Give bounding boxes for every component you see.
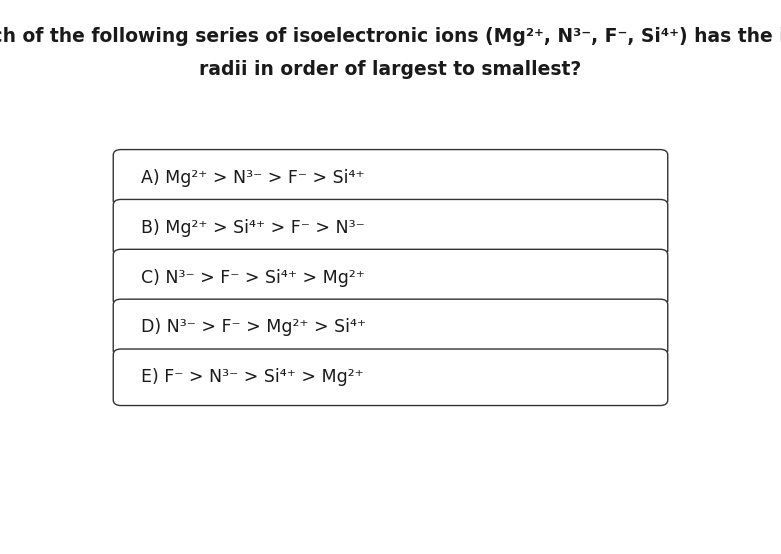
FancyBboxPatch shape — [113, 150, 668, 206]
Text: Which of the following series of isoelectronic ions (Mg²⁺, N³⁻, F⁻, Si⁴⁺) has th: Which of the following series of isoelec… — [0, 27, 781, 45]
FancyBboxPatch shape — [113, 199, 668, 256]
Text: B) Mg²⁺ > Si⁴⁺ > F⁻ > N³⁻: B) Mg²⁺ > Si⁴⁺ > F⁻ > N³⁻ — [141, 219, 364, 237]
Text: D) N³⁻ > F⁻ > Mg²⁺ > Si⁴⁺: D) N³⁻ > F⁻ > Mg²⁺ > Si⁴⁺ — [141, 319, 366, 336]
FancyBboxPatch shape — [113, 249, 668, 306]
Text: A) Mg²⁺ > N³⁻ > F⁻ > Si⁴⁺: A) Mg²⁺ > N³⁻ > F⁻ > Si⁴⁺ — [141, 169, 364, 187]
Text: C) N³⁻ > F⁻ > Si⁴⁺ > Mg²⁺: C) N³⁻ > F⁻ > Si⁴⁺ > Mg²⁺ — [141, 269, 365, 286]
FancyBboxPatch shape — [113, 299, 668, 356]
Text: radii in order of largest to smallest?: radii in order of largest to smallest? — [199, 60, 582, 79]
Text: E) F⁻ > N³⁻ > Si⁴⁺ > Mg²⁺: E) F⁻ > N³⁻ > Si⁴⁺ > Mg²⁺ — [141, 368, 363, 386]
FancyBboxPatch shape — [113, 349, 668, 406]
